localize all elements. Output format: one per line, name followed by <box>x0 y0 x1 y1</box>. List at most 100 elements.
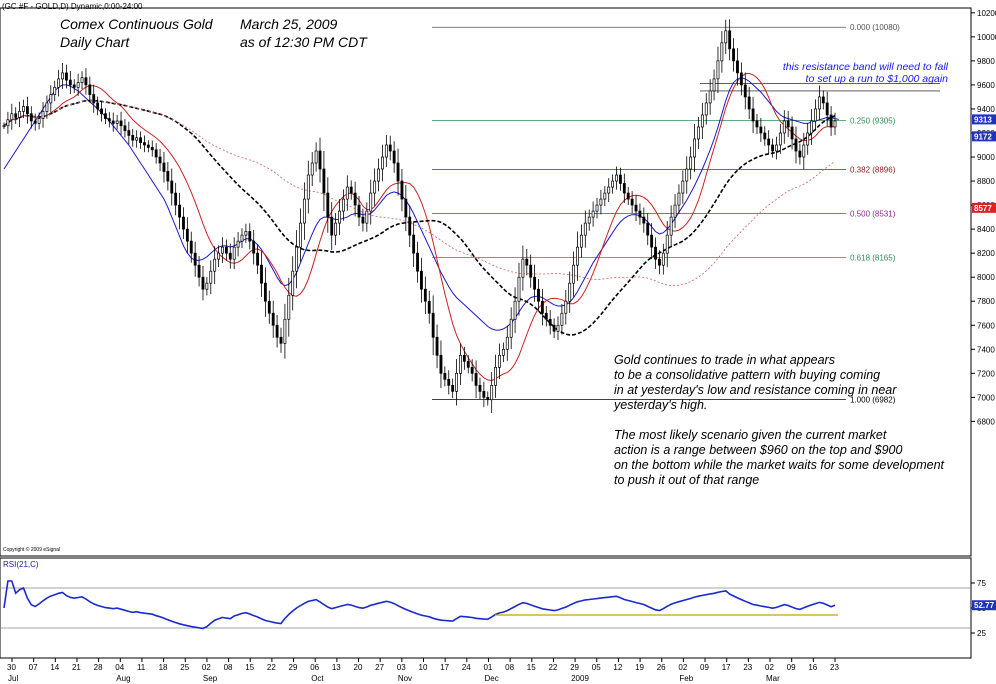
price-tick-label: 6800 <box>977 417 995 426</box>
fib-label: 0.500 (8531) <box>850 209 896 218</box>
price-bar <box>80 77 84 83</box>
price-bar <box>25 106 29 115</box>
price-bar <box>92 94 96 104</box>
price-badge <box>972 114 996 125</box>
price-badge-label: 9172 <box>974 132 992 141</box>
price-bar <box>806 132 810 146</box>
price-bar <box>263 282 267 302</box>
price-bar <box>88 84 92 95</box>
date-tick-label: 02 <box>202 663 211 672</box>
price-bar <box>213 258 217 272</box>
price-bar <box>798 150 802 158</box>
price-bar <box>431 312 435 338</box>
price-bar <box>732 48 735 62</box>
chart-title: Comex Continuous Gold <box>60 16 213 32</box>
price-bar <box>131 135 135 141</box>
ma-short-line <box>3 77 840 331</box>
price-bar <box>248 231 252 242</box>
price-bar <box>704 102 708 116</box>
price-bar <box>775 144 778 152</box>
date-tick-label: 22 <box>548 663 557 672</box>
ma-extra-line <box>3 100 836 287</box>
price-bar <box>626 192 630 200</box>
date-tick-label: 23 <box>830 663 839 672</box>
price-bar <box>267 300 271 314</box>
price-bar <box>33 120 37 124</box>
price-bar <box>615 174 618 182</box>
price-badge-label: 8577 <box>974 204 992 213</box>
rsi-badge-label: 52.77 <box>974 601 995 610</box>
price-bar <box>143 142 146 146</box>
price-bar <box>154 149 158 158</box>
price-tick-label: 8800 <box>977 177 995 186</box>
price-bar <box>388 144 392 152</box>
date-tick-label: 04 <box>115 663 124 672</box>
date-tick-label: 24 <box>462 663 471 672</box>
price-bar <box>595 204 599 212</box>
price-bar <box>743 84 747 98</box>
price-bar <box>182 216 185 230</box>
price-bar <box>166 171 170 182</box>
price-bar <box>318 150 322 170</box>
price-bar <box>817 96 821 110</box>
date-tick-label: 01 <box>483 663 492 672</box>
price-bar <box>576 246 579 266</box>
price-bar <box>123 125 127 131</box>
price-bar <box>603 192 607 200</box>
date-tick-label: 13 <box>332 663 341 672</box>
resistance-note-line: this resistance band will need to fall <box>782 61 948 73</box>
price-bar <box>618 174 622 184</box>
price-bar <box>427 300 431 314</box>
date-tick-label: 29 <box>570 663 579 672</box>
price-tick-label: 8200 <box>977 249 995 258</box>
commentary-line: in at yesterday's low and resistance com… <box>614 383 897 397</box>
date-tick-label: 30 <box>7 663 16 672</box>
price-bar <box>279 336 283 344</box>
price-bar <box>782 120 786 134</box>
price-bar <box>579 234 583 248</box>
month-label: Jul <box>8 674 18 683</box>
price-bar <box>111 120 115 124</box>
price-bar <box>68 79 72 86</box>
price-bar <box>53 86 57 95</box>
price-bar <box>306 174 310 200</box>
price-bar <box>814 108 817 122</box>
resistance-note-line: to set up a run to $1,000 again <box>805 73 948 85</box>
price-bar <box>170 180 174 194</box>
price-tick-label: 7800 <box>977 297 995 306</box>
date-tick-label: 10 <box>419 663 428 672</box>
moving-averages <box>3 72 840 382</box>
price-bar <box>778 132 782 146</box>
price-bar <box>521 258 525 278</box>
price-bar <box>478 385 482 392</box>
date-tick-label: 06 <box>310 663 319 672</box>
price-tick-label: 8400 <box>977 225 995 234</box>
price-bar <box>763 132 767 140</box>
price-bar <box>747 96 751 110</box>
price-bar <box>533 276 537 290</box>
price-bar <box>49 94 53 104</box>
fib-label: 0.618 (8165) <box>850 253 896 262</box>
price-tick-label: 8000 <box>977 273 995 282</box>
date-tick-label: 16 <box>808 663 817 672</box>
price-bar <box>104 113 107 119</box>
price-bar <box>404 198 408 218</box>
month-label: Nov <box>398 674 412 683</box>
price-bar <box>622 183 626 194</box>
price-bar <box>689 156 693 170</box>
date-tick-label: 21 <box>72 663 81 672</box>
commentary-line <box>614 413 974 428</box>
price-bar <box>825 102 829 116</box>
price-bar <box>244 231 248 236</box>
price-bar <box>821 96 825 104</box>
price-bar <box>810 120 814 134</box>
date-tick-label: 08 <box>224 663 233 672</box>
price-bar <box>189 240 193 254</box>
price-bar <box>302 198 306 224</box>
price-bar <box>697 126 700 140</box>
commentary-line: to push it out of that range <box>614 473 760 487</box>
rsi-label: RSI(21,C) <box>3 560 39 569</box>
price-bar <box>150 147 154 151</box>
price-bar <box>501 348 505 356</box>
price-bar <box>470 366 474 374</box>
